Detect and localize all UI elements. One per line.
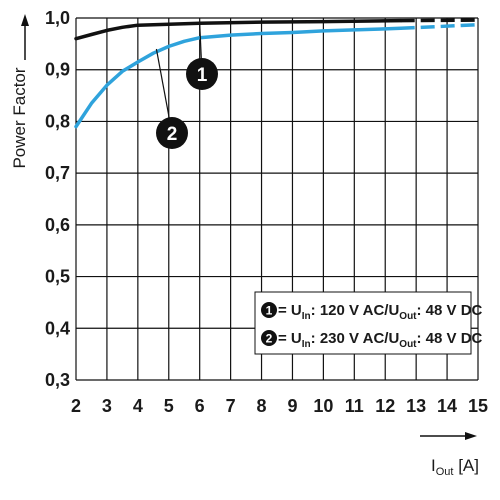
legend-entry-2: 2 = UIn: 230 V AC/UOut: 48 V DC xyxy=(261,330,483,350)
x-axis-title-group: IOut [A] xyxy=(420,432,479,478)
x-tick-label: 5 xyxy=(164,396,174,416)
y-axis-title: Power Factor xyxy=(10,67,29,168)
callout-1-label: 1 xyxy=(197,65,208,86)
x-axis-title-main: I xyxy=(431,456,436,475)
x-tick-label: 11 xyxy=(345,396,364,416)
callouts: 12 xyxy=(155,23,218,149)
x-tick-label: 4 xyxy=(133,396,143,416)
legend-text-1: = UIn: 120 V AC/UOut: 48 V DC xyxy=(278,302,483,322)
callout-2-label: 2 xyxy=(167,124,178,145)
x-tick-label: 8 xyxy=(257,396,267,416)
legend-1-out-sub: Out xyxy=(399,311,417,322)
legend-badge-1-label: 1 xyxy=(266,304,273,318)
y-tick-label: 0,9 xyxy=(45,60,70,80)
y-tick-label: 0,7 xyxy=(45,163,70,183)
series-1-line xyxy=(74,18,403,41)
y-tick-label: 0,6 xyxy=(45,215,70,235)
x-tick-label: 7 xyxy=(226,396,236,416)
x-tick-label: 13 xyxy=(406,396,426,416)
legend-badge-2 xyxy=(261,330,277,346)
y-tick-label: 0,4 xyxy=(45,318,70,338)
legend-1-suffix: : 48 V DC xyxy=(417,302,483,319)
callout-1-badge xyxy=(186,58,218,90)
legend-1-prefix: = U xyxy=(278,302,302,319)
y-tick-label: 0,8 xyxy=(45,111,70,131)
x-tick-labels: 2 3 4 5 6 7 8 9 10 11 12 13 14 15 xyxy=(71,396,488,416)
x-tick-label: 6 xyxy=(195,396,205,416)
legend-1-middle: : 120 V AC/U xyxy=(311,302,400,319)
y-tick-labels: 0,3 0,4 0,5 0,6 0,7 0,8 0,9 1,0 xyxy=(45,8,70,390)
x-axis-arrow-head xyxy=(465,432,477,440)
x-axis-title: IOut [A] xyxy=(431,456,479,478)
x-tick-label: 2 xyxy=(71,396,81,416)
series-1-dashed-extension xyxy=(400,18,479,23)
legend-2-in-sub: In xyxy=(302,339,311,350)
series-2-dashed-extension xyxy=(400,22,479,31)
x-axis-title-unit: [A] xyxy=(453,456,479,475)
legend-badge-2-label: 2 xyxy=(266,332,273,346)
legend-badge-1 xyxy=(261,302,277,318)
x-tick-label: 9 xyxy=(287,396,297,416)
y-tick-label: 0,5 xyxy=(45,267,70,287)
y-tick-label: 0,3 xyxy=(45,370,70,390)
curves xyxy=(74,18,479,129)
series-2-line xyxy=(74,26,403,129)
x-tick-label: 14 xyxy=(437,396,457,416)
legend-entry-1: 1 = UIn: 120 V AC/UOut: 48 V DC xyxy=(261,302,483,322)
grid xyxy=(75,17,479,381)
y-axis-arrow-head xyxy=(21,14,29,26)
callout-2-badge xyxy=(156,117,188,149)
x-axis-title-sub: Out xyxy=(436,466,454,478)
legend-2-prefix: = U xyxy=(278,330,302,347)
y-tick-label: 1,0 xyxy=(45,8,70,28)
x-tick-label: 10 xyxy=(313,396,333,416)
legend-box xyxy=(254,291,472,355)
legend-2-out-sub: Out xyxy=(399,339,417,350)
x-tick-label: 3 xyxy=(102,396,112,416)
legend: 1 = UIn: 120 V AC/UOut: 48 V DC 2 = UIn:… xyxy=(254,291,483,355)
legend-2-suffix: : 48 V DC xyxy=(417,330,483,347)
x-tick-label: 12 xyxy=(375,396,395,416)
legend-2-middle: : 230 V AC/U xyxy=(311,330,400,347)
y-axis-title-group: Power Factor xyxy=(10,14,29,169)
x-tick-label: 15 xyxy=(468,396,488,416)
legend-1-in-sub: In xyxy=(302,311,311,322)
legend-text-2: = UIn: 230 V AC/UOut: 48 V DC xyxy=(278,330,483,350)
